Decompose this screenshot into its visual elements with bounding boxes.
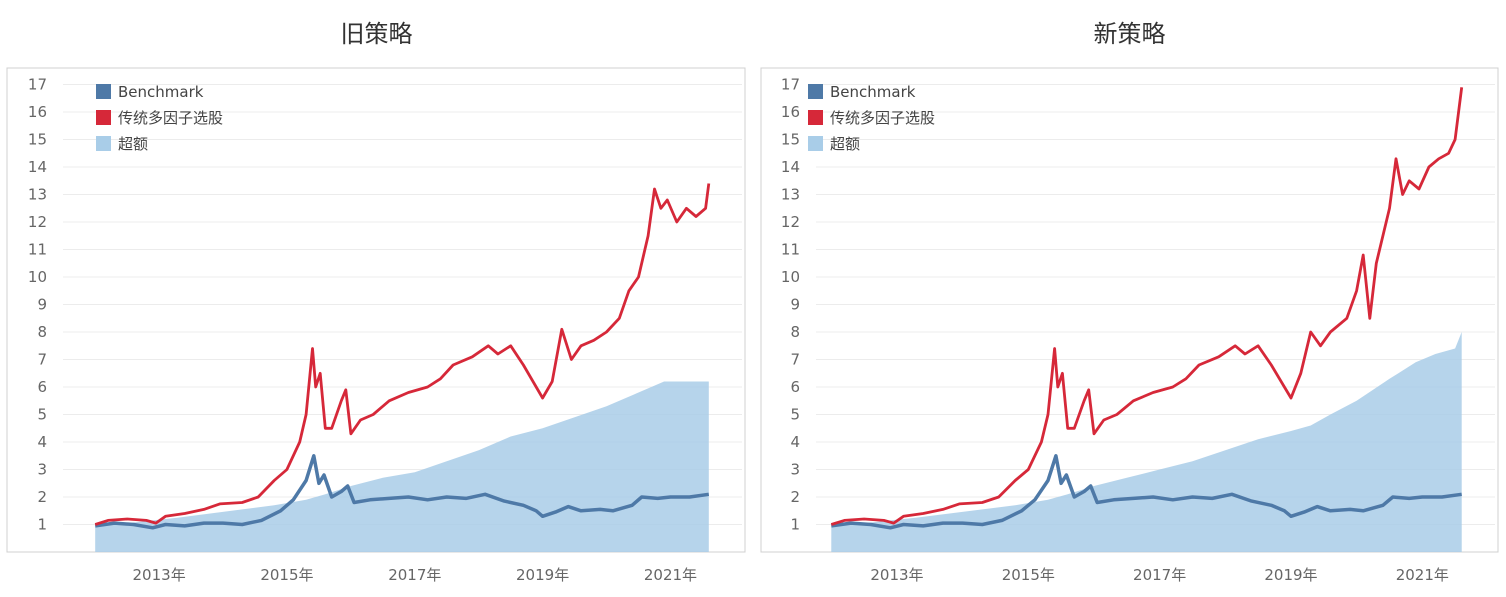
series-line-benchmark [94, 454, 710, 530]
y-tick-label: 5 [37, 406, 47, 424]
x-tick-label: 2017年 [388, 566, 441, 584]
series-area-excess [95, 381, 709, 552]
x-tick-label: 2013年 [133, 566, 186, 584]
series-area-excess [831, 332, 1462, 552]
series-line-strategy [94, 183, 711, 526]
y-tick-label: 16 [28, 103, 47, 121]
x-tick-label: 2019年 [1264, 566, 1317, 584]
legend-label: 传统多因子选股 [830, 109, 935, 127]
y-tick-label: 4 [37, 433, 47, 451]
x-tick-label: 2015年 [260, 566, 313, 584]
x-tick-label: 2019年 [516, 566, 569, 584]
series-line-strategy [830, 87, 1464, 526]
legend-swatch [808, 110, 823, 125]
y-tick-label: 17 [28, 76, 47, 94]
y-tick-label: 12 [28, 213, 47, 231]
y-tick-label: 8 [790, 323, 800, 341]
y-tick-label: 13 [781, 186, 800, 204]
legend-strategy: 传统多因子选股 [96, 109, 223, 127]
x-tick-label: 2021年 [1396, 566, 1449, 584]
legend-benchmark: Benchmark [808, 83, 916, 101]
y-tick-label: 7 [37, 351, 47, 369]
y-tick-label: 11 [781, 241, 800, 259]
y-tick-label: 14 [781, 158, 800, 176]
legend-benchmark: Benchmark [96, 83, 204, 101]
y-tick-label: 6 [37, 378, 47, 396]
legend-swatch [96, 136, 111, 151]
legend-label: 超额 [118, 135, 148, 153]
y-tick-label: 16 [781, 103, 800, 121]
y-tick-label: 3 [790, 461, 800, 479]
y-tick-label: 6 [790, 378, 800, 396]
x-tick-label: 2021年 [644, 566, 697, 584]
legend-swatch [96, 84, 111, 99]
y-tick-label: 15 [28, 131, 47, 149]
legend-label: 传统多因子选股 [118, 109, 223, 127]
chart-title: 旧策略 [340, 20, 413, 48]
series-line-benchmark [831, 454, 1462, 530]
y-tick-label: 5 [790, 406, 800, 424]
legend-swatch [808, 84, 823, 99]
y-tick-label: 3 [37, 461, 47, 479]
y-tick-label: 4 [790, 433, 800, 451]
y-tick-label: 10 [28, 268, 47, 286]
y-tick-label: 2 [37, 488, 47, 506]
y-tick-label: 1 [790, 516, 800, 534]
chart-panel-old: 旧策略 1 2 3 4 5 6 7 8 9 10 11 12 13 14 15 16 17 2013年 2015年 2… [6, 20, 746, 584]
y-tick-label: 9 [37, 296, 47, 314]
legend-excess: 超额 [96, 135, 148, 153]
y-tick-label: 1 [37, 516, 47, 534]
y-tick-label: 17 [781, 76, 800, 94]
legend-label: Benchmark [830, 83, 916, 101]
y-tick-label: 7 [790, 351, 800, 369]
legend-swatch [808, 136, 823, 151]
legend-label: Benchmark [118, 83, 204, 101]
y-tick-label: 8 [37, 323, 47, 341]
x-tick-label: 2017年 [1133, 566, 1186, 584]
chart-panel-new: 新策略 1 2 3 4 5 6 7 8 9 10 11 12 13 14 15 16 17 2013年 2015年 2… [753, 0, 1506, 597]
y-tick-label: 9 [790, 296, 800, 314]
legend-strategy: 传统多因子选股 [808, 109, 935, 127]
y-tick-label: 15 [781, 131, 800, 149]
x-tick-label: 2015年 [1002, 566, 1055, 584]
y-tick-label: 11 [28, 241, 47, 259]
x-tick-label: 2013年 [870, 566, 923, 584]
legend-swatch [96, 110, 111, 125]
y-tick-label: 14 [28, 158, 47, 176]
y-tick-label: 12 [781, 213, 800, 231]
y-tick-label: 10 [781, 268, 800, 286]
legend-excess: 超额 [808, 135, 860, 153]
y-tick-label: 13 [28, 186, 47, 204]
legend-label: 超额 [830, 135, 860, 153]
chart-title: 新策略 [1093, 20, 1166, 48]
y-tick-label: 2 [790, 488, 800, 506]
